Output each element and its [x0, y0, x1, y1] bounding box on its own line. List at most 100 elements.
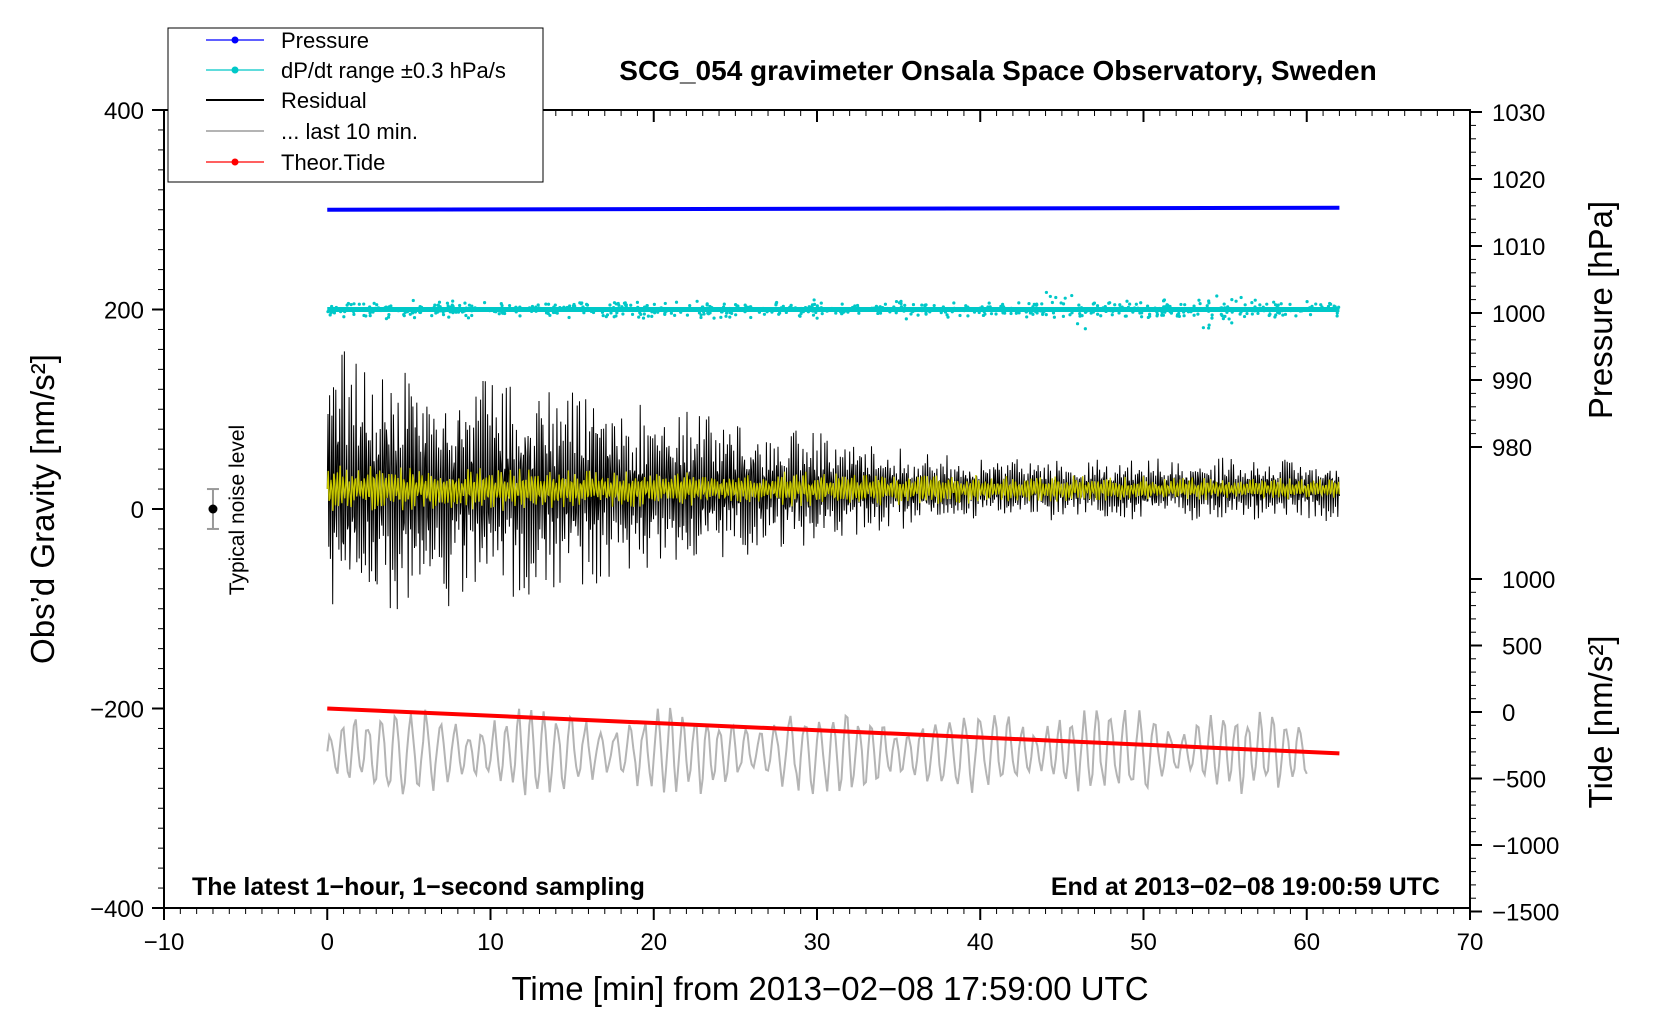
legend: Pressure dP/dt range ±0.3 hPa/s Residual… — [167, 27, 544, 183]
dpdt-point — [609, 311, 613, 315]
dpdt-point — [801, 310, 805, 314]
dpdt-point — [573, 304, 577, 308]
dpdt-point — [799, 311, 803, 316]
dpdt-point — [883, 302, 888, 306]
dpdt-point — [987, 301, 991, 305]
dpdt-point — [637, 315, 641, 319]
dpdt-point — [573, 308, 577, 312]
dpdt-point — [1177, 314, 1181, 319]
dpdt-point — [1207, 299, 1211, 303]
dpdt-point — [342, 315, 346, 319]
dpdt-point — [1123, 314, 1127, 318]
dpdt-point — [384, 305, 388, 309]
dpdt-point — [411, 311, 415, 315]
dpdt-point — [352, 309, 356, 313]
dpdt-point — [1031, 312, 1035, 316]
dpdt-point — [1145, 304, 1150, 308]
y-tick-label: −400 — [90, 896, 144, 923]
dpdt-point — [1054, 295, 1058, 300]
pressure-tick-label: 1020 — [1492, 167, 1545, 194]
dpdt-point — [743, 310, 747, 314]
dpdt-point — [1163, 310, 1167, 314]
pressure-tick-label: 1000 — [1492, 301, 1545, 328]
dpdt-point — [712, 308, 716, 313]
dpdt-point — [831, 307, 836, 311]
dpdt-point — [1332, 304, 1336, 308]
dpdt-point — [1250, 301, 1254, 305]
dpdt-point — [567, 315, 571, 320]
dpdt-point — [514, 310, 518, 314]
y-tick-label: 400 — [104, 98, 144, 125]
dpdt-point — [834, 311, 838, 315]
dpdt-point — [656, 310, 660, 314]
dpdt-point — [825, 309, 830, 313]
pressure-tick-label: 1010 — [1492, 234, 1545, 261]
dpdt-point — [1007, 308, 1011, 312]
dpdt-point — [1289, 309, 1293, 313]
dpdt-point — [728, 315, 732, 319]
x-tick-label: −10 — [144, 929, 185, 956]
dpdt-point — [1079, 306, 1084, 310]
dpdt-point — [488, 309, 492, 313]
dpdt-point — [743, 303, 747, 307]
dpdt-point — [352, 312, 356, 316]
dpdt-point — [885, 306, 889, 311]
dpdt-point — [799, 306, 803, 311]
dpdt-point — [1197, 298, 1201, 302]
dpdt-point — [470, 304, 474, 308]
dpdt-point — [1162, 305, 1166, 309]
dpdt-point — [1155, 314, 1159, 318]
dpdt-point — [878, 311, 883, 315]
y-left-axis-label: Obs’d Gravity [nm/s²] — [24, 354, 61, 664]
dpdt-point — [839, 310, 843, 314]
dpdt-point — [1282, 308, 1286, 312]
dpdt-point — [674, 300, 679, 304]
dpdt-point — [1160, 310, 1164, 315]
tide-axis-label: Tide [nm/s²] — [1582, 636, 1619, 809]
ticks-layer: −10 0 10 20 30 40 50 60 704002000−200−4001030102… — [90, 98, 1559, 956]
dpdt-point — [679, 310, 683, 314]
dpdt-point — [1201, 326, 1205, 330]
dpdt-point — [878, 305, 882, 309]
dpdt-point — [1083, 327, 1087, 331]
dpdt-point — [614, 302, 618, 306]
dpdt-point — [803, 306, 808, 310]
dpdt-point — [1182, 314, 1186, 318]
pressure-tick-label: 990 — [1492, 368, 1532, 395]
dpdt-point — [712, 316, 716, 320]
dpdt-point — [650, 314, 654, 318]
dpdt-point — [1234, 299, 1238, 303]
dpdt-point — [1298, 309, 1302, 313]
dpdt-point — [1070, 293, 1074, 298]
dpdt-point — [647, 307, 651, 311]
dpdt-point — [1222, 302, 1226, 306]
dpdt-point — [629, 303, 633, 307]
dpdt-point — [728, 310, 732, 315]
noise-bar-point — [208, 504, 218, 514]
legend-label-residual: Residual — [281, 88, 367, 113]
dpdt-point — [601, 313, 605, 318]
dpdt-point — [724, 311, 729, 315]
dpdt-point — [1186, 310, 1191, 314]
series-tide-line — [327, 706, 1340, 756]
chart-title: SCG_054 gravimeter Onsala Space Observat… — [619, 55, 1376, 86]
dpdt-point — [1210, 316, 1214, 320]
dpdt-point — [1050, 300, 1054, 305]
dpdt-point — [591, 310, 596, 315]
dpdt-point — [368, 305, 372, 309]
dpdt-point — [1103, 305, 1107, 309]
dpdt-point — [1192, 304, 1196, 308]
series-residual-smoothed-line — [326, 465, 1341, 511]
dpdt-point — [811, 309, 815, 313]
dpdt-point — [653, 311, 657, 315]
dpdt-point — [462, 309, 466, 313]
dpdt-point — [977, 310, 981, 315]
dpdt-point — [482, 300, 487, 305]
dpdt-point — [546, 302, 551, 306]
dpdt-point — [1113, 303, 1117, 307]
dpdt-point — [1238, 312, 1242, 316]
dpdt-point — [749, 305, 753, 309]
dpdt-point — [411, 308, 415, 313]
legend-label-dpdt: dP/dt range ±0.3 hPa/s — [281, 58, 506, 83]
